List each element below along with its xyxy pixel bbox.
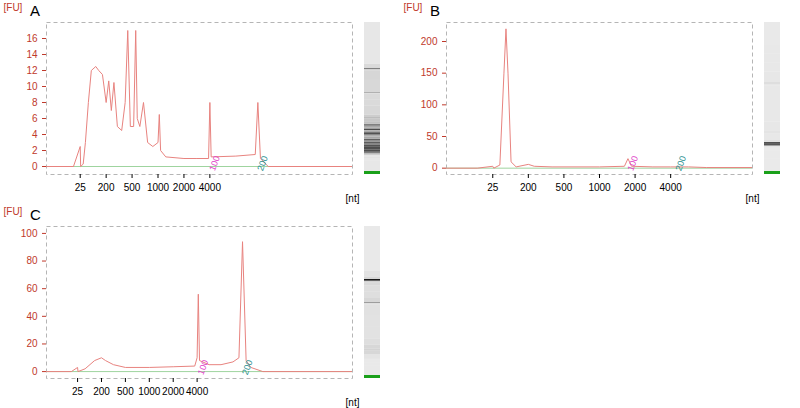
svg-text:12: 12 [26,65,38,76]
svg-text:4000: 4000 [199,182,222,193]
svg-text:200: 200 [93,386,110,397]
svg-text:4: 4 [32,129,38,140]
svg-text:100: 100 [196,359,211,377]
svg-text:150: 150 [421,67,438,78]
svg-text:200: 200 [98,182,115,193]
svg-text:25: 25 [72,386,84,397]
svg-text:4000: 4000 [660,182,683,193]
svg-text:[FU]: [FU] [4,2,23,13]
svg-text:[FU]: [FU] [404,2,423,13]
svg-text:2000: 2000 [162,386,185,397]
svg-text:100: 100 [21,228,38,239]
svg-text:2: 2 [32,145,38,156]
svg-text:60: 60 [26,283,38,294]
svg-text:6: 6 [32,113,38,124]
svg-text:200: 200 [240,359,255,377]
svg-text:[nt]: [nt] [746,193,760,204]
svg-text:0: 0 [32,366,38,377]
svg-text:500: 500 [556,182,573,193]
svg-text:25: 25 [75,182,87,193]
html-text:B: B [430,2,440,19]
svg-text:1000: 1000 [588,182,611,193]
svg-text:200: 200 [421,36,438,47]
svg-text:[nt]: [nt] [346,193,360,204]
svg-text:100: 100 [207,155,222,173]
svg-text:500: 500 [117,386,134,397]
svg-text:40: 40 [26,311,38,322]
svg-text:14: 14 [26,49,38,60]
svg-text:500: 500 [124,182,141,193]
html-text:A: A [30,2,40,19]
html-text:C: C [30,206,41,223]
svg-text:2000: 2000 [624,182,647,193]
svg-text:80: 80 [26,255,38,266]
svg-text:200: 200 [673,155,688,173]
svg-text:8: 8 [32,97,38,108]
svg-text:100: 100 [421,99,438,110]
svg-text:4000: 4000 [186,386,209,397]
svg-text:25: 25 [487,182,499,193]
svg-text:[nt]: [nt] [346,397,360,408]
svg-text:200: 200 [255,155,270,173]
svg-text:[FU]: [FU] [4,206,23,217]
svg-text:20: 20 [26,338,38,349]
svg-text:50: 50 [426,131,438,142]
svg-text:0: 0 [32,161,38,172]
svg-text:16: 16 [26,33,38,44]
svg-text:200: 200 [520,182,537,193]
svg-text:1000: 1000 [147,182,170,193]
svg-text:2000: 2000 [173,182,196,193]
svg-text:0: 0 [432,162,438,173]
svg-text:1000: 1000 [138,386,161,397]
svg-text:100: 100 [625,155,640,173]
svg-text:10: 10 [26,81,38,92]
